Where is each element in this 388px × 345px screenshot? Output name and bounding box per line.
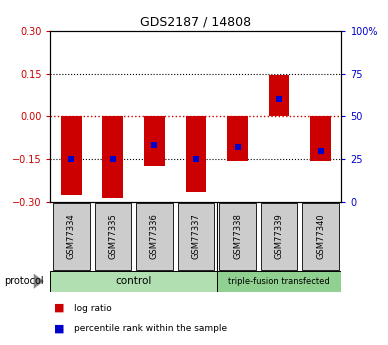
Text: log ratio: log ratio xyxy=(74,304,111,313)
Text: protocol: protocol xyxy=(4,276,43,286)
Bar xyxy=(102,117,123,198)
Text: control: control xyxy=(115,276,152,286)
FancyBboxPatch shape xyxy=(136,203,173,270)
Text: GSM77339: GSM77339 xyxy=(275,214,284,259)
Text: triple-fusion transfected: triple-fusion transfected xyxy=(228,277,330,286)
Bar xyxy=(227,117,248,160)
Text: percentile rank within the sample: percentile rank within the sample xyxy=(74,324,227,333)
Text: GSM77336: GSM77336 xyxy=(150,214,159,259)
Text: ■: ■ xyxy=(54,303,65,313)
Bar xyxy=(268,75,289,117)
Text: GSM77338: GSM77338 xyxy=(233,214,242,259)
FancyBboxPatch shape xyxy=(50,271,217,292)
Title: GDS2187 / 14808: GDS2187 / 14808 xyxy=(140,16,251,29)
FancyBboxPatch shape xyxy=(219,203,256,270)
FancyBboxPatch shape xyxy=(95,203,131,270)
Bar xyxy=(310,117,331,160)
Bar xyxy=(61,117,81,195)
Bar xyxy=(144,117,165,166)
FancyBboxPatch shape xyxy=(178,203,214,270)
FancyBboxPatch shape xyxy=(302,203,339,270)
FancyBboxPatch shape xyxy=(53,203,90,270)
Text: GSM77334: GSM77334 xyxy=(67,214,76,259)
Text: ■: ■ xyxy=(54,324,65,334)
Text: GSM77337: GSM77337 xyxy=(191,214,201,259)
FancyBboxPatch shape xyxy=(261,203,297,270)
Text: GSM77335: GSM77335 xyxy=(108,214,117,259)
Text: GSM77340: GSM77340 xyxy=(316,214,325,259)
Bar xyxy=(185,117,206,192)
FancyBboxPatch shape xyxy=(217,271,341,292)
